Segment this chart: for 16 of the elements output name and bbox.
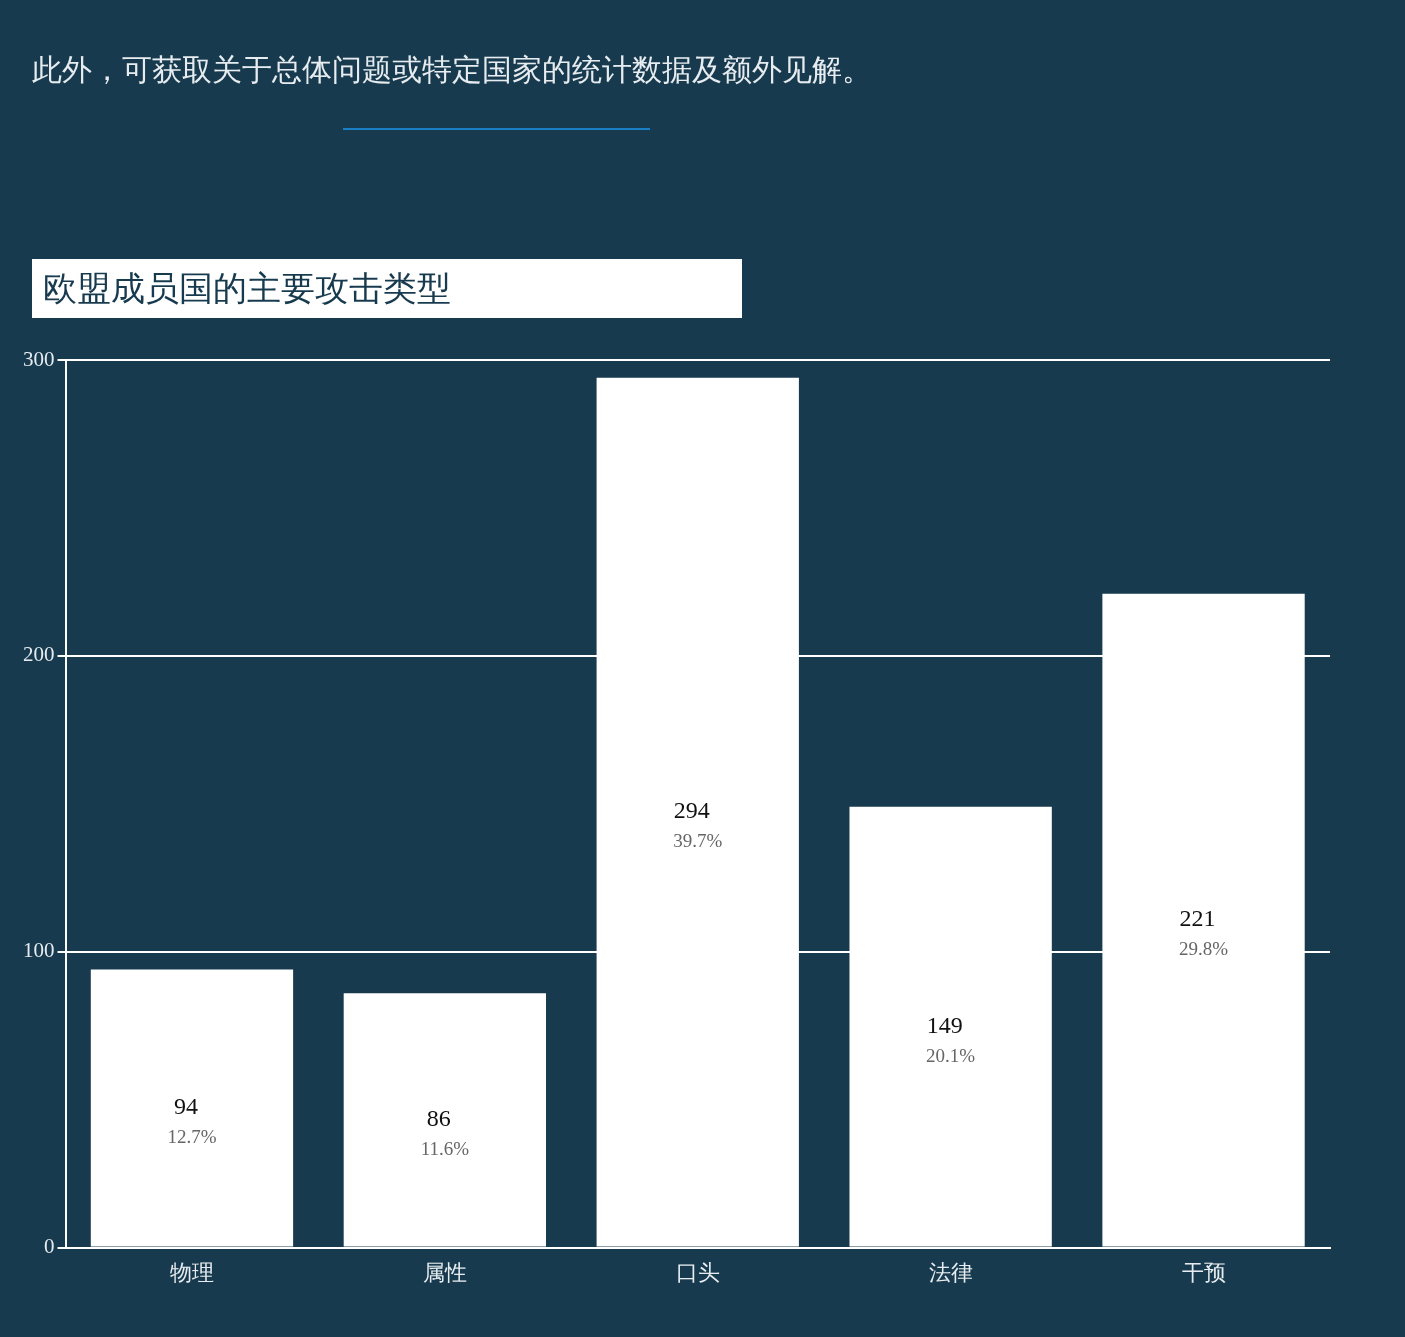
data-label: 94 12.7% [167,1093,217,1148]
data-label: 221 29.8% [1179,905,1229,960]
y-tick-label: 0 [44,1234,55,1259]
x-tick-label: 法律 [928,1259,973,1285]
x-tick-label: 干预 [1181,1259,1226,1285]
data-label: 149 20.1% [926,1011,976,1066]
data-label: 294 39.7% [673,797,723,852]
x-tick-label: 口头 [675,1259,720,1285]
chart-title: 欧盟成员国的主要攻击类型 [32,259,742,318]
y-tick-label: 100 [23,938,55,963]
x-tick-label: 物理 [169,1259,214,1285]
data-label: 86 11.6% [420,1105,470,1159]
y-tick-label: 300 [23,346,55,371]
chart-subtitle: 此外，可获取关于总体问题或特定国家的统计数据及额外见解。 [32,52,872,88]
x-tick-label: 属性 [422,1259,467,1285]
y-tick-label: 200 [23,642,55,667]
